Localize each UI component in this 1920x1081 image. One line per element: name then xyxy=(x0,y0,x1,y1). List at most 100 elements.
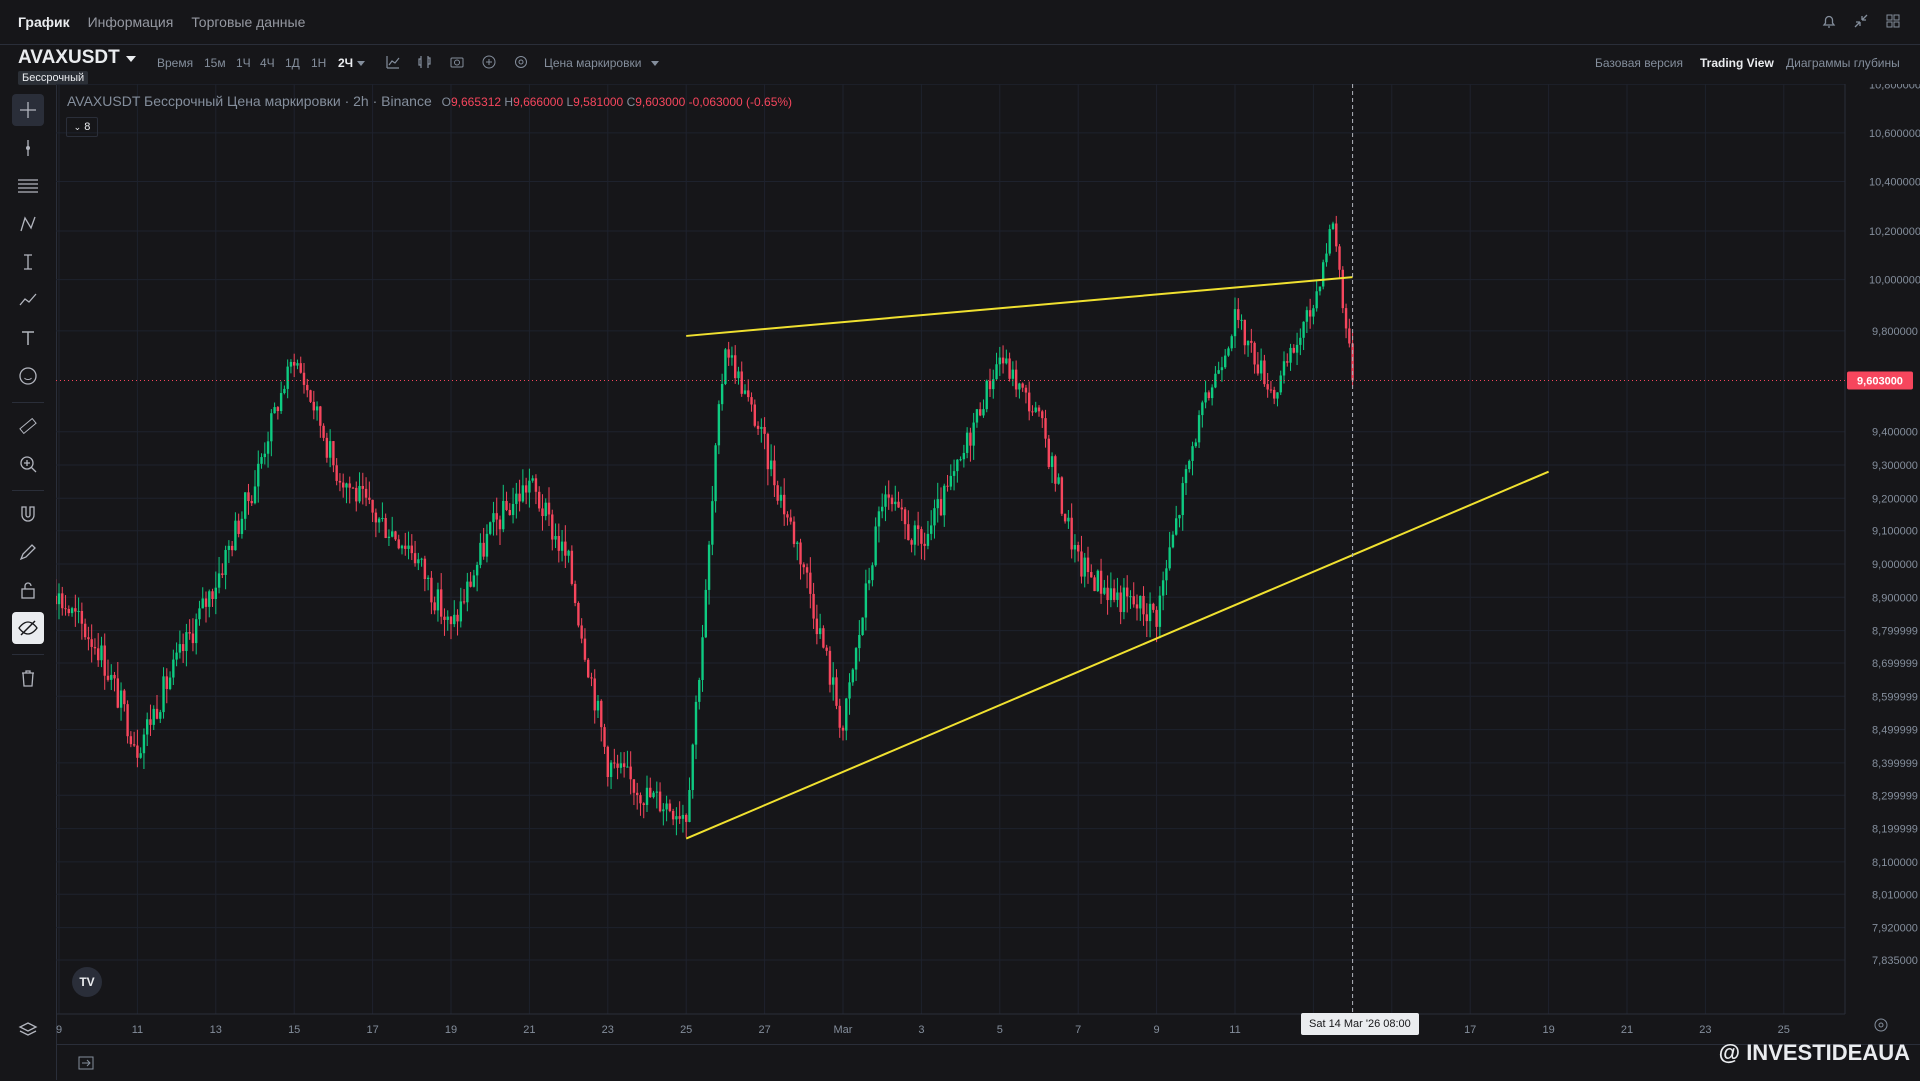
view-tradingview[interactable]: Trading View xyxy=(1700,56,1774,70)
symbol-name[interactable]: AVAXUSDT xyxy=(18,47,120,68)
candle xyxy=(263,442,266,465)
pencil-lock-icon[interactable] xyxy=(12,536,44,568)
lock-icon[interactable] xyxy=(12,574,44,606)
candle xyxy=(916,511,920,546)
candle xyxy=(1155,606,1158,643)
view-depth[interactable]: Диаграммы глубины xyxy=(1786,56,1900,70)
candle-body xyxy=(1224,355,1227,368)
timeframe-caret-icon[interactable] xyxy=(357,61,365,66)
add-circle-icon[interactable] xyxy=(481,54,497,70)
candle-body xyxy=(1194,442,1197,447)
candle xyxy=(887,480,890,510)
candle-body xyxy=(1331,223,1335,230)
candle-body xyxy=(1001,357,1005,364)
hide-drawings-icon[interactable] xyxy=(12,612,44,644)
candle xyxy=(420,557,423,567)
candle-body xyxy=(1207,392,1211,399)
timeframe-1d[interactable]: 1Д xyxy=(285,56,300,70)
tab-chart[interactable]: График xyxy=(18,14,70,30)
emoji-tool-icon[interactable] xyxy=(12,360,44,392)
candle-body xyxy=(1184,469,1188,484)
candle-body xyxy=(724,349,727,384)
price-type-selector[interactable]: Цена маркировки xyxy=(544,56,642,70)
camera-icon[interactable] xyxy=(449,54,465,70)
candle-body xyxy=(508,509,511,516)
candle-body xyxy=(293,361,296,366)
candle xyxy=(1341,266,1344,314)
tab-trading-data[interactable]: Торговые данные xyxy=(191,14,306,30)
price-type-caret-icon[interactable] xyxy=(651,61,659,66)
candle xyxy=(1145,603,1148,638)
candle-body xyxy=(459,601,462,622)
candle-body xyxy=(1024,387,1028,393)
trendline-tool-icon[interactable] xyxy=(12,132,44,164)
timeframe-15m[interactable]: 15м xyxy=(204,56,226,70)
symbol-dropdown-caret-icon[interactable] xyxy=(126,56,136,62)
price-chart[interactable]: 10,800000 10,600000 10,400000 10,200000 10,0… xyxy=(56,84,1920,1044)
candle xyxy=(201,587,204,609)
fib-tool-icon[interactable] xyxy=(12,170,44,202)
tab-info[interactable]: Информация xyxy=(87,14,174,30)
bell-icon[interactable] xyxy=(1820,12,1838,30)
timeframe-4h[interactable]: 4Ч xyxy=(260,56,275,70)
candle xyxy=(368,481,371,505)
indicator-count-toggle[interactable]: ⌄ 8 xyxy=(66,117,98,137)
candle-body xyxy=(198,608,201,620)
candle xyxy=(985,379,988,413)
candle-body xyxy=(818,628,822,635)
candle-body xyxy=(841,727,845,731)
candle xyxy=(342,473,345,498)
pattern-tool-icon[interactable] xyxy=(12,208,44,240)
candle-body xyxy=(355,487,358,502)
candle-body xyxy=(538,491,541,509)
text-tool-icon[interactable] xyxy=(12,322,44,354)
date-range-icon[interactable] xyxy=(76,1053,96,1073)
indicators-icon[interactable] xyxy=(417,54,433,70)
chart-settings-icon[interactable] xyxy=(1872,1016,1890,1034)
collapse-icon[interactable] xyxy=(1852,12,1870,30)
candle-body xyxy=(466,581,469,603)
candle-body xyxy=(113,674,116,679)
candle xyxy=(495,497,498,536)
chart-type-icon[interactable] xyxy=(385,54,401,70)
measure-tool-icon[interactable] xyxy=(12,246,44,278)
timeframe-time[interactable]: Время xyxy=(157,56,194,70)
candle-body xyxy=(1073,545,1077,550)
timeframe-1h[interactable]: 1Ч xyxy=(236,56,251,70)
tradingview-logo[interactable]: TV xyxy=(72,967,102,997)
candle-body xyxy=(903,509,907,525)
candle xyxy=(541,494,544,531)
timeframe-1w[interactable]: 1Н xyxy=(311,56,327,70)
candle-body xyxy=(995,364,998,380)
candle-body xyxy=(358,485,361,502)
layout-grid-icon[interactable] xyxy=(1884,12,1902,30)
candle xyxy=(172,649,175,686)
x-tick-label: Mar xyxy=(834,1024,853,1036)
candle xyxy=(449,616,453,640)
candle-body xyxy=(87,637,90,640)
zoom-in-icon[interactable] xyxy=(12,448,44,480)
candle-body xyxy=(1273,389,1276,399)
settings-icon[interactable] xyxy=(513,54,529,70)
ruler-icon[interactable] xyxy=(12,410,44,442)
view-basic[interactable]: Базовая версия xyxy=(1595,56,1683,70)
layers-icon[interactable] xyxy=(12,1014,44,1046)
candle-body xyxy=(799,542,802,565)
candle xyxy=(577,601,580,628)
candle xyxy=(534,474,538,505)
candle xyxy=(1305,306,1309,334)
candle-body xyxy=(283,388,286,394)
candle-body xyxy=(773,460,776,486)
trash-icon[interactable] xyxy=(12,662,44,694)
crosshair-tool-icon[interactable] xyxy=(12,94,44,126)
candle xyxy=(685,813,688,838)
candle-body xyxy=(717,404,721,446)
candle xyxy=(959,456,962,462)
candle xyxy=(1158,586,1162,639)
timeframe-2h[interactable]: 2Ч xyxy=(338,56,354,70)
magnet-icon[interactable] xyxy=(12,498,44,530)
brush-tool-icon[interactable] xyxy=(12,284,44,316)
candle-body xyxy=(492,513,495,523)
candle-body xyxy=(263,453,266,458)
candle xyxy=(554,523,557,549)
